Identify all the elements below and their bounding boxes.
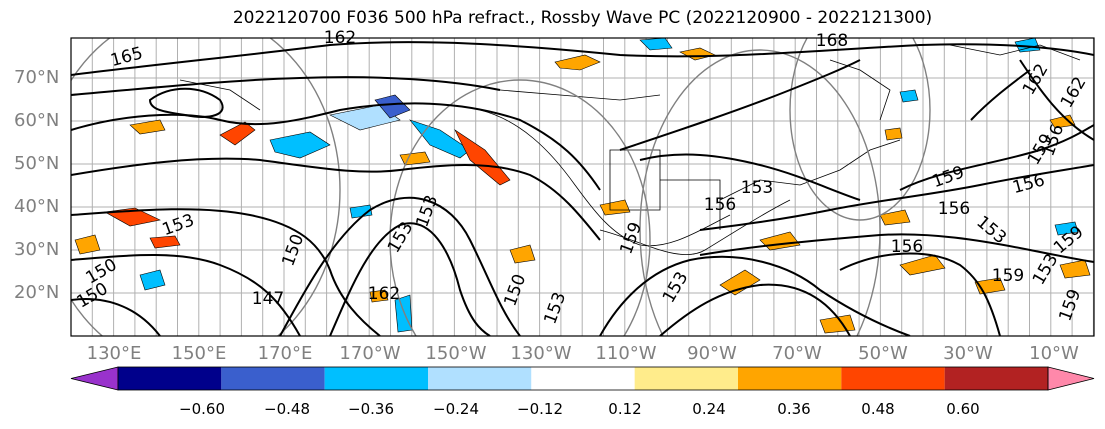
colorbar-extend-low <box>70 366 119 391</box>
contour-label: 162 <box>324 28 356 48</box>
gray-contours <box>71 38 931 336</box>
colorbar-extend-high <box>1047 366 1095 391</box>
lon-label: 10°W <box>1029 343 1079 364</box>
colorbar-tick: −0.48 <box>264 400 310 418</box>
patch-orange <box>129 119 166 135</box>
lon-label: 170°E <box>257 343 313 364</box>
contour-label: 156 <box>704 195 736 215</box>
coastlines <box>179 44 1081 255</box>
colorbar-tick: 0.60 <box>946 400 980 418</box>
lon-label: 170°W <box>339 343 401 364</box>
lon-label: 90°W <box>687 343 737 364</box>
patch-blue <box>374 94 411 119</box>
patch-blue <box>409 119 471 159</box>
patch-orange <box>1059 259 1091 279</box>
patch-blue <box>639 38 673 51</box>
patch-orange <box>399 151 431 166</box>
lon-label: 110°W <box>595 343 657 364</box>
patch-orange <box>599 199 631 216</box>
patch-blue <box>349 204 373 219</box>
patch-blue <box>269 131 331 159</box>
patch-orange <box>879 209 911 226</box>
lat-label: 30°N <box>14 239 60 260</box>
map-content <box>71 38 1094 336</box>
lon-label: 30°W <box>943 343 993 364</box>
colorbar-box <box>738 367 842 390</box>
colorbar-tick: −0.60 <box>179 400 225 418</box>
patch-red <box>219 121 256 146</box>
lon-label: 150°E <box>171 343 227 364</box>
patch-orange <box>884 127 903 141</box>
colorbar-frame <box>117 366 1049 391</box>
contour-label: 168 <box>816 31 848 51</box>
colorbar-box <box>634 367 738 390</box>
lat-label: 20°N <box>14 282 60 303</box>
patch-orange <box>74 234 101 255</box>
lat-label: 40°N <box>14 196 60 217</box>
patch-blue <box>1054 221 1079 236</box>
map-title: 2022120700 F036 500 hPa refract., Rossby… <box>232 8 933 28</box>
colorbar-tick: 0.48 <box>861 400 895 418</box>
patch-orange <box>554 54 601 71</box>
contour-label: 159 <box>992 266 1024 286</box>
patch-red <box>149 235 181 249</box>
contour-label: 162 <box>368 284 400 304</box>
contour-label: 153 <box>741 178 773 198</box>
patch-orange <box>509 244 536 264</box>
patch-lightblue <box>329 104 401 131</box>
patch-orange <box>899 254 946 276</box>
colorbar <box>70 366 1095 391</box>
colorbar-box <box>531 367 635 390</box>
map-frame <box>70 37 1095 337</box>
contour-label: 156 <box>938 199 970 219</box>
colorbar-box <box>841 367 945 390</box>
patch-orange <box>369 289 389 303</box>
colorbar-box <box>118 367 222 390</box>
colorbar-box <box>944 367 1048 390</box>
patch-blue <box>899 89 919 103</box>
patch-red <box>454 129 511 186</box>
patch-blue <box>139 269 166 291</box>
lon-label: 70°W <box>772 343 822 364</box>
colorbar-tick: −0.24 <box>433 400 479 418</box>
shaded-patches <box>74 38 1091 334</box>
lon-label: 150°W <box>425 343 487 364</box>
lat-label: 60°N <box>14 110 60 131</box>
colorbar-box <box>324 367 428 390</box>
patch-blue <box>1014 38 1041 53</box>
colorbar-box <box>221 367 325 390</box>
colorbar-tick: 0.24 <box>692 400 726 418</box>
lon-label: 50°W <box>858 343 908 364</box>
contour-label: 147 <box>252 289 284 309</box>
colorbar-tick: 0.12 <box>608 400 642 418</box>
colorbar-box <box>428 367 532 390</box>
contour-label: 156 <box>891 237 923 257</box>
colorbar-tick: −0.36 <box>348 400 394 418</box>
lat-label: 70°N <box>14 67 60 88</box>
height-contours <box>71 41 1094 336</box>
colorbar-tick: −0.12 <box>517 400 563 418</box>
lon-label: 130°W <box>510 343 572 364</box>
lon-label: 130°E <box>86 343 142 364</box>
colorbar-tick: 0.36 <box>777 400 811 418</box>
lat-label: 50°N <box>14 153 60 174</box>
